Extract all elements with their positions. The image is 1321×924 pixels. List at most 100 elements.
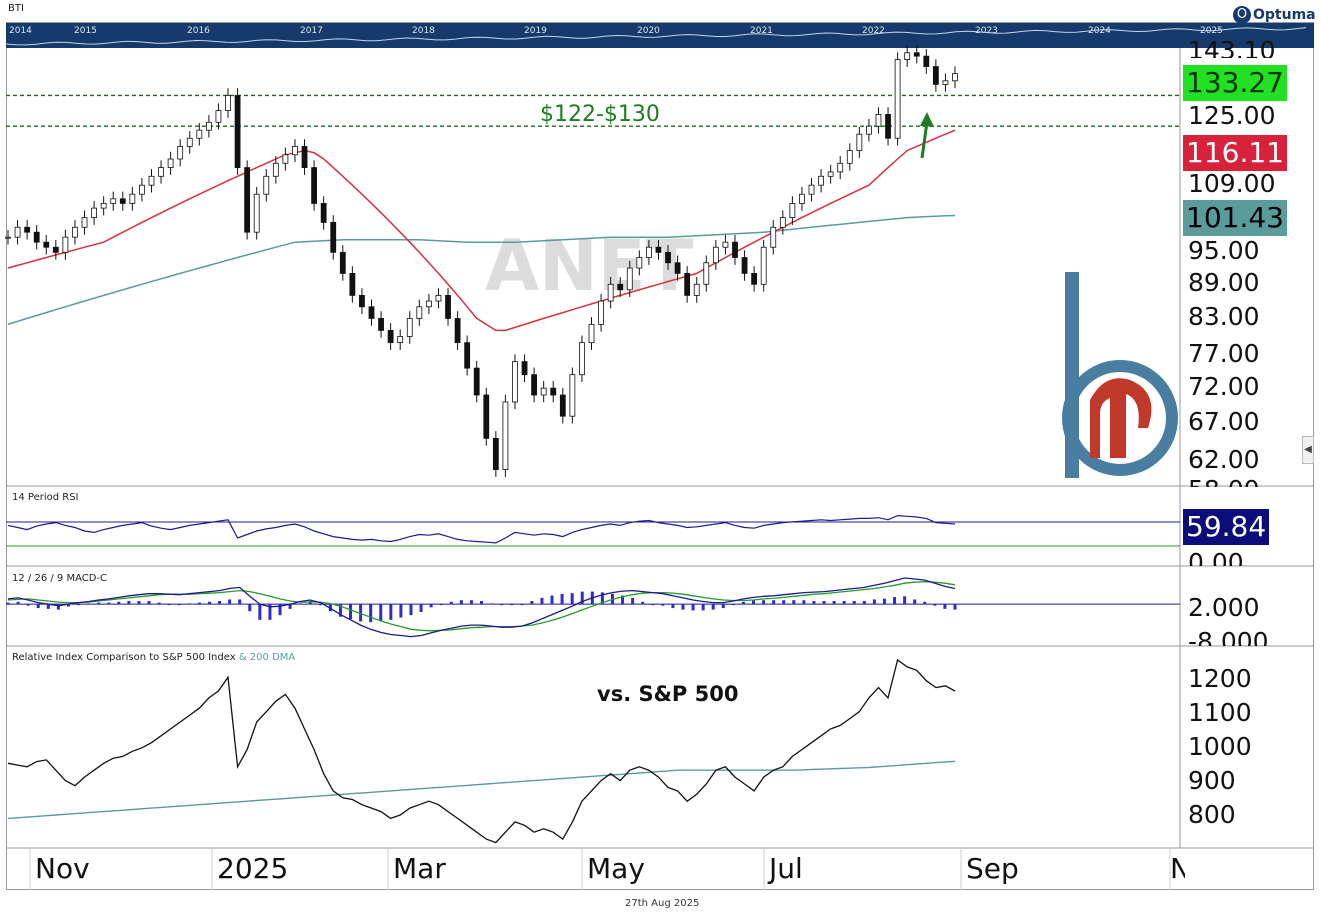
symbol-label: BTI xyxy=(8,3,24,14)
macd-histogram-bar xyxy=(16,601,20,605)
candle-body xyxy=(913,52,920,57)
brand-logo: O Optuma xyxy=(1233,4,1316,26)
macd-histogram-bar xyxy=(36,604,40,609)
candle-body xyxy=(569,374,576,417)
macd-histogram-bar xyxy=(802,600,806,605)
candle-body xyxy=(359,294,365,308)
candle-body xyxy=(225,95,231,111)
macd-histogram-bar xyxy=(681,604,685,610)
macd-histogram-bar xyxy=(117,601,121,605)
brand-name: Optuma xyxy=(1253,7,1316,23)
candle-body xyxy=(760,246,767,285)
footer-date: 27th Aug 2025 xyxy=(625,898,700,909)
candle-body xyxy=(617,283,624,291)
macd-signal-line xyxy=(7,581,956,632)
candle-body xyxy=(559,394,566,417)
support-range-label: $122-$130 xyxy=(540,102,660,127)
overview-year-label: 2023 xyxy=(975,26,998,36)
candle-body xyxy=(91,207,97,218)
candle-body xyxy=(52,246,59,253)
candle-body xyxy=(72,226,78,238)
overview-year-label: 2020 xyxy=(637,26,660,36)
macd-histogram-bar xyxy=(248,604,252,612)
macd-histogram-bar xyxy=(26,604,30,606)
relative-line xyxy=(7,658,956,844)
macd-histogram-bar xyxy=(661,604,665,606)
candle-body xyxy=(330,222,337,253)
candle-body xyxy=(378,318,384,331)
macd-histogram-bar xyxy=(540,597,544,605)
candle-body xyxy=(186,137,193,147)
candle-body xyxy=(665,251,671,264)
macd-histogram-bar xyxy=(268,604,272,620)
candle-body xyxy=(139,184,145,195)
macd-histogram-bar xyxy=(671,604,675,609)
overview-strip[interactable] xyxy=(6,23,1314,48)
candle-body xyxy=(263,175,270,195)
candle-body xyxy=(540,387,547,396)
overview-year-label: 2016 xyxy=(187,26,210,36)
macd-histogram-bar xyxy=(439,604,443,606)
candle-body xyxy=(282,154,289,164)
macd-histogram-bar xyxy=(338,604,342,617)
candle-body xyxy=(598,300,604,325)
candle-body xyxy=(215,110,222,123)
candle-body xyxy=(368,306,375,319)
candle-body xyxy=(770,226,777,248)
ma50-value-badge: 116.11 xyxy=(1183,135,1287,171)
macd-histogram-bar xyxy=(903,596,907,605)
macd-histogram-bar xyxy=(832,601,836,605)
macd-histogram-bar xyxy=(419,604,423,612)
macd-histogram-bar xyxy=(228,599,232,605)
candle-body xyxy=(626,267,633,291)
macd-histogram-bar xyxy=(218,601,222,605)
macd-histogram-bar xyxy=(641,601,645,605)
annotation-arrow-shaft xyxy=(920,121,929,159)
x-axis-label: N xyxy=(1170,855,1185,883)
relative-y-tick: 1200 xyxy=(1188,664,1252,693)
candle-body xyxy=(272,162,279,177)
candle-body xyxy=(846,150,853,164)
macd-histogram-bar xyxy=(157,602,161,605)
candle-body xyxy=(952,73,958,82)
logo-bowl xyxy=(1062,360,1178,476)
relative-panel-title: Relative Index Comparison to S&P 500 Ind… xyxy=(12,652,295,663)
candle-body xyxy=(856,133,863,151)
candle-body xyxy=(244,167,251,233)
macd-histogram-bar xyxy=(349,604,353,620)
macd-histogram-bar xyxy=(772,600,776,605)
macd-histogram-bar xyxy=(882,598,886,605)
candle-body xyxy=(818,175,824,186)
candle-body xyxy=(81,217,88,228)
candle-body xyxy=(636,257,643,269)
last-close-badge: 133.27 xyxy=(1183,65,1287,101)
overview-year-label: 2022 xyxy=(862,26,885,36)
candle-body xyxy=(655,246,662,253)
candle-body xyxy=(177,146,184,160)
candle-body xyxy=(148,175,155,186)
overview-year-label: 2019 xyxy=(524,26,547,36)
price-y-tick: 58.00 xyxy=(1188,477,1260,487)
macd-histogram-bar xyxy=(77,604,81,606)
overview-year-label: 2024 xyxy=(1088,26,1111,36)
candle-body xyxy=(923,55,930,67)
candle-body xyxy=(397,336,404,344)
candle-body xyxy=(607,283,614,302)
ma200-line xyxy=(7,214,956,326)
macd-histogram-bar xyxy=(480,601,483,605)
price-y-tick: 95.00 xyxy=(1188,236,1260,265)
candle-body xyxy=(435,294,442,302)
price-y-tick: 109.00 xyxy=(1188,169,1276,198)
macd-histogram-bar xyxy=(469,600,473,605)
candle-body xyxy=(196,129,203,139)
macd-histogram-bar xyxy=(933,604,937,606)
ma50-line xyxy=(7,129,956,332)
candle-body xyxy=(684,272,691,296)
relative-title-suffix: & 200 DMA xyxy=(238,652,296,663)
panel-collapse-handle[interactable]: ◀ xyxy=(1302,436,1314,464)
candle-body xyxy=(645,246,652,258)
candle-body xyxy=(119,198,126,204)
candle-body xyxy=(751,272,758,285)
macd-histogram-bar xyxy=(107,602,111,605)
